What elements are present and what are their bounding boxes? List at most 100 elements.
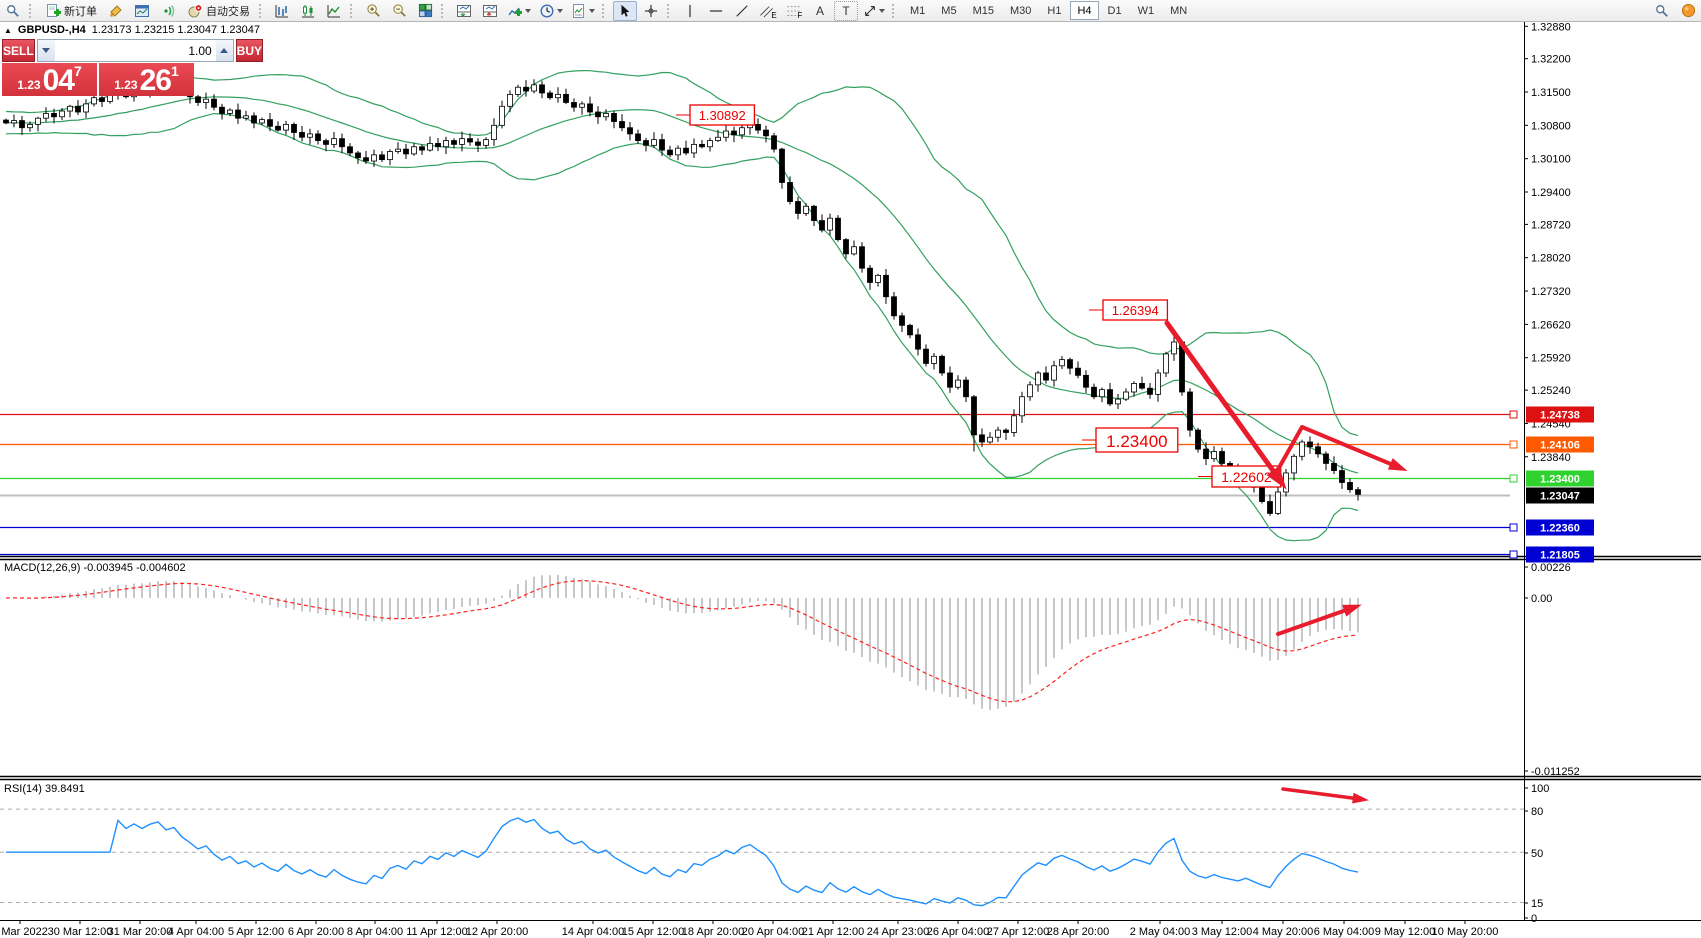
cursor-icon bbox=[621, 4, 630, 17]
timeframe-w1[interactable]: W1 bbox=[1137, 4, 1155, 17]
svg-text:28 Apr 20:00: 28 Apr 20:00 bbox=[1047, 926, 1109, 938]
svg-text:24 Apr 23:00: 24 Apr 23:00 bbox=[867, 926, 929, 938]
auto-trading-button[interactable]: 自动交易 bbox=[182, 1, 255, 21]
timeframe-h1[interactable]: H1 bbox=[1047, 4, 1062, 17]
magnifier-icon bbox=[7, 4, 19, 17]
crosshair-icon bbox=[644, 4, 658, 17]
text-tool[interactable]: A bbox=[808, 1, 832, 21]
arrows-icon bbox=[865, 5, 875, 16]
indicator-window-remove-button[interactable] bbox=[478, 1, 502, 21]
svg-text:11 Apr 12:00: 11 Apr 12:00 bbox=[406, 926, 468, 938]
svg-text:1.23400: 1.23400 bbox=[1540, 474, 1580, 486]
price-annotations: 1.30892 1.26394 1.23400 1.22602 bbox=[676, 104, 1282, 488]
svg-text:8 Apr 04:00: 8 Apr 04:00 bbox=[347, 926, 403, 938]
crosshair-tool-button[interactable] bbox=[639, 1, 663, 21]
buy-button[interactable]: BUY bbox=[235, 39, 264, 62]
paint-bucket-icon bbox=[110, 4, 122, 17]
zoom-out-button[interactable] bbox=[387, 1, 411, 21]
symbol-period-label: GBPUSD-,H4 bbox=[17, 24, 86, 36]
volume-decrease-button[interactable] bbox=[37, 40, 55, 61]
new-order-icon bbox=[47, 3, 61, 17]
signals-button[interactable] bbox=[156, 1, 180, 21]
channel-letter: E bbox=[771, 10, 777, 20]
toolbar: 新订单 自动交易 bbox=[0, 0, 1701, 22]
timeframe-h4[interactable]: H4 bbox=[1070, 1, 1099, 20]
templates-button[interactable] bbox=[568, 1, 598, 21]
horizontal-line-tool[interactable] bbox=[704, 1, 728, 21]
toolbar-handle bbox=[441, 3, 448, 18]
sell-button[interactable]: SELL bbox=[2, 39, 35, 62]
tile-windows-button[interactable] bbox=[413, 1, 437, 21]
svg-text:1.23047: 1.23047 bbox=[1540, 491, 1580, 503]
svg-text:1.30100: 1.30100 bbox=[1531, 154, 1571, 166]
fibonacci-tool[interactable]: F bbox=[782, 1, 806, 21]
timeframe-m15[interactable]: M15 bbox=[972, 4, 994, 17]
periods-button[interactable] bbox=[536, 1, 566, 21]
auto-trading-icon bbox=[188, 3, 203, 17]
svg-text:-0.011252: -0.011252 bbox=[1531, 766, 1580, 778]
symbols-search-icon[interactable] bbox=[1, 1, 25, 21]
svg-text:30 Mar 12:00: 30 Mar 12:00 bbox=[48, 926, 113, 938]
bar-chart-button[interactable] bbox=[270, 1, 294, 21]
arrows-tool[interactable] bbox=[860, 1, 888, 21]
svg-text:1.25920: 1.25920 bbox=[1531, 353, 1571, 365]
timeframe-m5[interactable]: M5 bbox=[941, 4, 957, 17]
horizontal-line-icon bbox=[709, 9, 723, 12]
buy-price-small: 1.23 bbox=[114, 78, 138, 92]
svg-text:27 Apr 12:00: 27 Apr 12:00 bbox=[987, 926, 1049, 938]
svg-text:1.30800: 1.30800 bbox=[1531, 120, 1571, 132]
add-indicator-button[interactable] bbox=[504, 1, 534, 21]
price-axis: 1.32880 1.32200 1.31500 1.30800 1.30100 1.294… bbox=[1524, 21, 1571, 464]
svg-text:9 May 12:00: 9 May 12:00 bbox=[1375, 926, 1436, 938]
toolbar-handle bbox=[667, 3, 674, 18]
auto-trading-label: 自动交易 bbox=[206, 5, 250, 18]
svg-text:18 Apr 20:00: 18 Apr 20:00 bbox=[682, 926, 744, 938]
svg-text:1.32200: 1.32200 bbox=[1531, 54, 1571, 66]
channel-tool[interactable]: E bbox=[756, 1, 780, 21]
buy-price[interactable]: 1.23 26 1 bbox=[99, 63, 194, 96]
svg-text:3 May 12:00: 3 May 12:00 bbox=[1192, 926, 1253, 938]
candlestick-chart-icon bbox=[302, 4, 314, 17]
toolbar-handle bbox=[350, 3, 357, 18]
svg-text:1.28020: 1.28020 bbox=[1531, 253, 1571, 265]
rsi-axis: 100 80 50 15 0 bbox=[1524, 783, 1549, 925]
indicator-window-button[interactable] bbox=[452, 1, 476, 21]
svg-text:1.28720: 1.28720 bbox=[1531, 219, 1571, 231]
svg-text:20 Apr 04:00: 20 Apr 04:00 bbox=[742, 926, 804, 938]
new-chart-button[interactable] bbox=[130, 1, 154, 21]
svg-text:1.29400: 1.29400 bbox=[1531, 187, 1571, 199]
chart-title: ▲ GBPUSD-,H4 1.23173 1.23215 1.23047 1.2… bbox=[4, 24, 260, 36]
macd-axis: 0.00226 0.00 -0.011252 bbox=[1524, 562, 1580, 778]
signal-icon bbox=[164, 4, 175, 17]
zoom-in-button[interactable] bbox=[361, 1, 385, 21]
svg-text:1.24738: 1.24738 bbox=[1540, 410, 1580, 422]
styles-button[interactable] bbox=[104, 1, 128, 21]
vertical-line-tool[interactable] bbox=[678, 1, 702, 21]
svg-text:4 Apr 04:00: 4 Apr 04:00 bbox=[168, 926, 224, 938]
label-tool[interactable]: T bbox=[834, 0, 858, 21]
svg-text:14 Apr 04:00: 14 Apr 04:00 bbox=[562, 926, 624, 938]
line-chart-button[interactable] bbox=[322, 1, 346, 21]
tile-windows-icon bbox=[418, 3, 432, 18]
candlestick-chart-button[interactable] bbox=[296, 1, 320, 21]
text-tool-letter: A bbox=[815, 3, 824, 18]
volume-increase-button[interactable] bbox=[215, 40, 233, 61]
clock-icon bbox=[540, 3, 554, 18]
timeframe-m1[interactable]: M1 bbox=[910, 4, 926, 17]
search-button[interactable] bbox=[1650, 1, 1674, 21]
timeframe-d1[interactable]: D1 bbox=[1107, 4, 1122, 17]
timeframe-m30[interactable]: M30 bbox=[1009, 4, 1032, 17]
trendline-tool[interactable] bbox=[730, 1, 754, 21]
svg-text:0.00: 0.00 bbox=[1531, 593, 1552, 605]
chart-window-icon bbox=[135, 4, 149, 17]
new-order-button[interactable]: 新订单 bbox=[40, 1, 102, 21]
chevron-down-icon bbox=[525, 8, 531, 13]
sell-price[interactable]: 1.23 04 7 bbox=[2, 63, 97, 96]
volume-input[interactable] bbox=[54, 40, 216, 61]
add-indicator-icon bbox=[508, 7, 522, 16]
notifications-button[interactable] bbox=[1676, 1, 1700, 21]
cursor-tool-button[interactable] bbox=[613, 0, 637, 21]
timeframe-mn[interactable]: MN bbox=[1170, 4, 1188, 17]
